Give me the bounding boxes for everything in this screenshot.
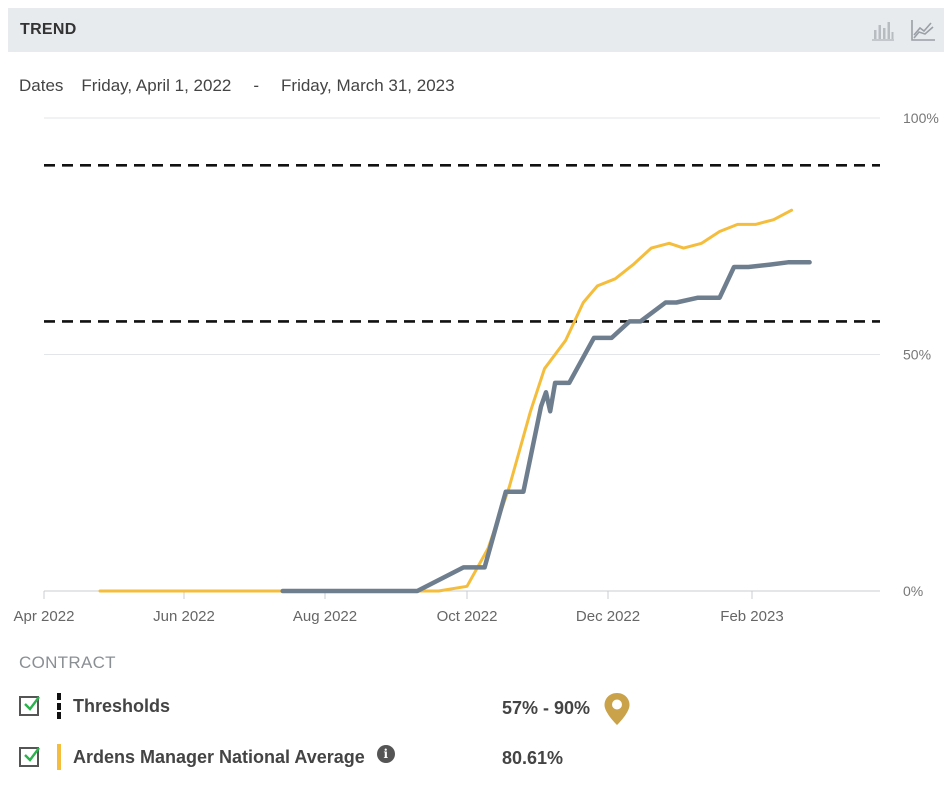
legend-thresholds[interactable]: Thresholds xyxy=(19,692,170,720)
x-tick-label: Oct 2022 xyxy=(437,608,498,625)
x-tick-label: Dec 2022 xyxy=(576,608,640,625)
dates-label: Dates xyxy=(19,76,64,95)
trend-header: TREND xyxy=(8,8,944,52)
yellow-swatch-icon xyxy=(57,744,61,770)
thresholds-label: Thresholds xyxy=(73,695,171,716)
practice-series-line xyxy=(280,260,812,594)
x-tick-label: Feb 2023 xyxy=(720,608,783,625)
contract-title: CONTRACT xyxy=(19,653,116,672)
checkmark-icon xyxy=(24,696,40,711)
trend-chart: 100% 50% 0% Apr 2022 Jun 2022 Aug 2022 Oct 202… xyxy=(14,110,939,625)
y-tick-label: 50% xyxy=(903,347,931,363)
average-series-line xyxy=(98,208,794,593)
dashed-swatch-icon xyxy=(57,693,61,719)
y-tick-label: 100% xyxy=(903,110,939,126)
average-label: Ardens Manager National Average xyxy=(73,746,365,767)
date-range: Dates Friday, April 1, 2022 - Friday, Ma… xyxy=(19,76,455,96)
y-tick-label: 0% xyxy=(903,583,923,599)
map-pin-icon[interactable] xyxy=(603,692,631,726)
bar-chart-icon[interactable] xyxy=(870,18,896,42)
trend-title: TREND xyxy=(20,21,77,38)
info-icon[interactable]: i xyxy=(376,745,395,763)
date-separator: - xyxy=(253,76,260,95)
thresholds-value: 57% - 90% xyxy=(502,698,591,718)
x-tick-label: Jun 2022 xyxy=(153,608,215,625)
date-start[interactable]: Friday, April 1, 2022 xyxy=(81,76,232,95)
date-end[interactable]: Friday, March 31, 2023 xyxy=(281,76,455,95)
x-tick-label: Apr 2022 xyxy=(14,608,75,625)
thresholds-checkbox[interactable] xyxy=(19,696,40,716)
x-tick-label: Aug 2022 xyxy=(293,608,357,625)
checkmark-icon xyxy=(24,747,40,762)
line-chart-icon[interactable] xyxy=(910,18,936,42)
legend-average[interactable]: Ardens Manager National Average i xyxy=(19,743,395,771)
average-value: 80.61% xyxy=(502,748,564,768)
average-checkbox[interactable] xyxy=(19,747,40,767)
